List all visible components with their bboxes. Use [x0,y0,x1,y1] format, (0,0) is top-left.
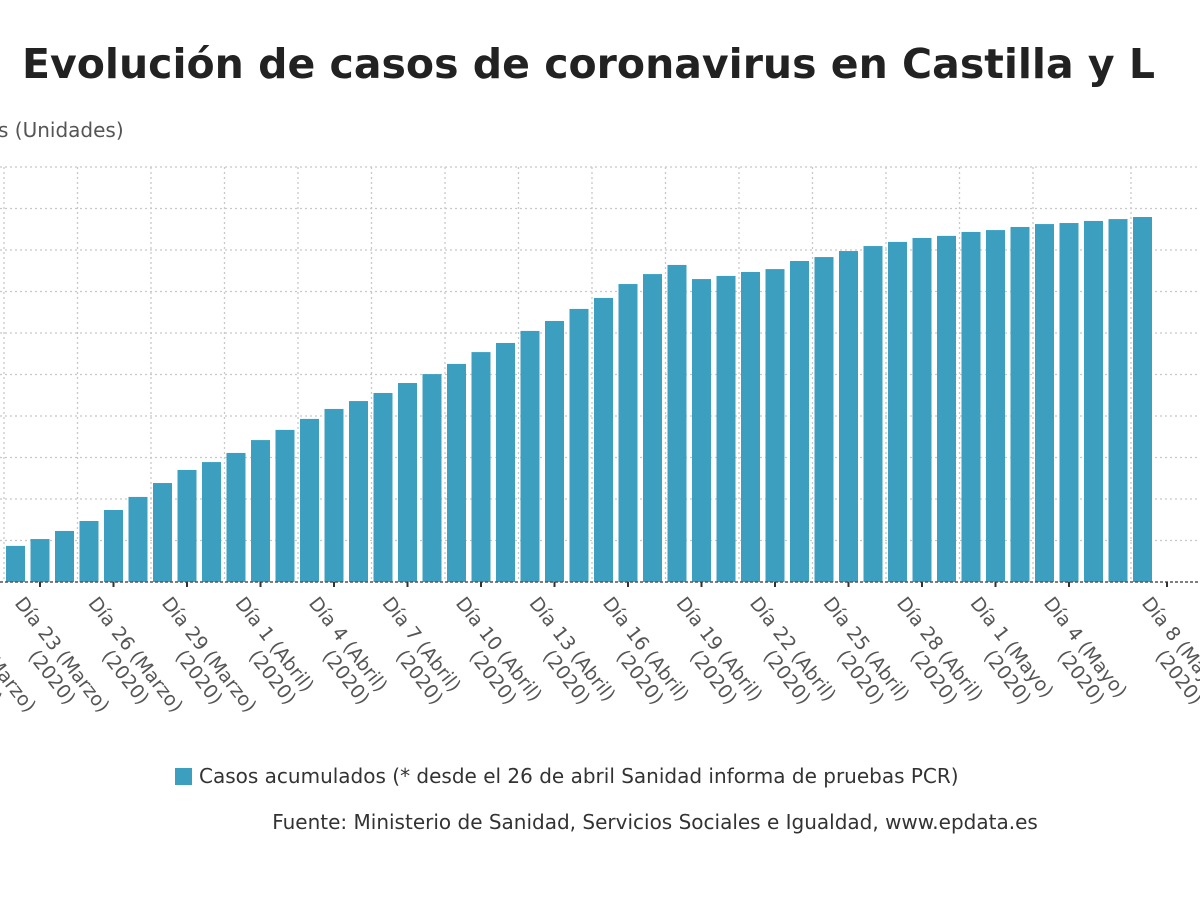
bar [226,452,246,582]
bar [349,401,368,582]
bar [520,330,540,582]
bar [1133,217,1152,582]
bar [839,251,858,582]
bar [1010,226,1030,582]
x-tick-label: Día 8 (Mayo)(2020) [1120,593,1200,716]
bar [937,235,956,582]
bar [177,469,197,582]
legend-swatch [175,767,192,785]
bar [128,496,148,582]
bar [422,374,442,582]
bar [324,408,344,582]
bar [790,260,809,582]
bar [692,279,711,582]
bar [863,246,883,582]
bar [251,440,270,582]
bar [447,363,466,582]
bar [912,237,932,582]
legend-label: Casos acumulados (* desde el 26 de abril… [199,764,959,788]
bar [1059,223,1079,582]
bar [471,352,491,582]
source-note: Fuente: Ministerio de Sanidad, Servicios… [272,810,1038,834]
bar [202,462,221,582]
bar-chart: Día 20 (Marzo)(2020)Día 23 (Marzo)(2020)… [0,166,1200,717]
bar [667,264,687,582]
bar [275,429,295,582]
bar [153,483,172,582]
bar [618,284,638,582]
bar [1035,224,1054,582]
y-axis-unit-label: s (Unidades) [0,118,124,142]
bar [961,231,981,582]
bar [888,241,907,582]
bar [30,539,50,582]
bar [569,308,589,582]
bar [765,269,785,582]
bar [55,530,74,582]
bar [1084,220,1103,582]
bar [398,383,417,582]
bar [300,418,319,582]
bar [1108,219,1128,582]
bar [496,342,515,582]
bar [373,392,393,582]
chart-title: Evolución de casos de coronavirus en Cas… [22,40,1156,88]
legend: Casos acumulados (* desde el 26 de abril… [175,764,959,788]
bar [643,274,662,582]
bar [104,509,123,582]
bar [814,257,834,582]
bar [545,320,564,582]
bar [716,275,736,582]
bar [986,230,1005,582]
bar [741,271,760,582]
bar [79,520,99,582]
bar [594,297,613,582]
bar [6,545,25,582]
